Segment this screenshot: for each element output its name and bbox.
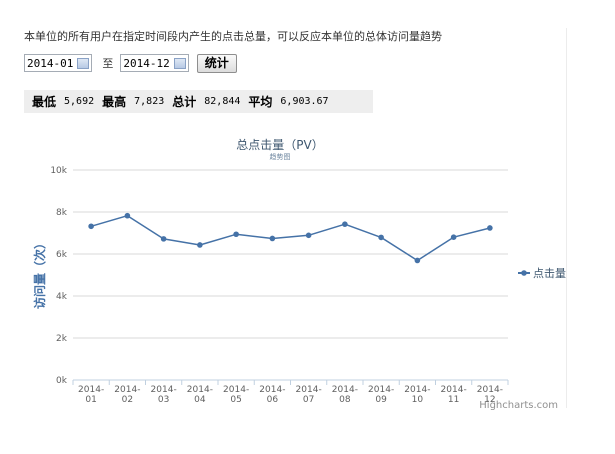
- calendar-icon[interactable]: [173, 57, 186, 69]
- x-tick-label: 2014-05: [223, 385, 249, 405]
- legend-marker-symbol: [521, 270, 527, 276]
- data-point-marker[interactable]: [342, 221, 348, 227]
- highcharts-credits[interactable]: Highcharts.com: [479, 400, 558, 411]
- series-line-path: [90, 214, 491, 262]
- stat-max-value: 7,823: [134, 96, 165, 107]
- y-axis-ticks: 0k 2k 4k 6k 8k 10k: [50, 166, 67, 386]
- data-point-marker[interactable]: [378, 234, 384, 241]
- legend-series-label: 点击量: [533, 267, 566, 280]
- y-tick-label: 0k: [56, 376, 68, 386]
- panel-divider: [566, 28, 567, 408]
- stat-min-label: 最低: [32, 95, 57, 109]
- date-range-separator: 至: [102, 57, 114, 70]
- x-tick-label: 2014-03: [151, 385, 177, 405]
- x-tick-label: 2014-02: [114, 385, 140, 405]
- stat-average-value: 6,903.67: [280, 96, 329, 107]
- data-point-marker[interactable]: [197, 242, 203, 248]
- stats-bar: 最低 5,692 最高 7,823 总计 82,844 平均 6,903.67: [24, 90, 373, 113]
- start-date-input[interactable]: 2014-01: [24, 54, 93, 72]
- y-tick-label: 4k: [56, 292, 68, 302]
- x-tick-label: 2014-06: [259, 385, 285, 405]
- data-point-marker[interactable]: [487, 225, 493, 231]
- x-tick-label: 2014-01: [78, 385, 104, 405]
- x-tick-label: 2014-08: [332, 385, 358, 405]
- series-line: [88, 212, 493, 264]
- calendar-icon[interactable]: [77, 57, 90, 69]
- stat-min-value: 5,692: [64, 96, 95, 107]
- x-axis: 2014-01 2014-02 2014-03 2014-04 2014-05 2014-…: [72, 379, 509, 405]
- x-tick-label: 2014-12: [477, 385, 503, 405]
- x-tick-label: 2014-11: [441, 385, 467, 405]
- stat-average-label: 平均: [248, 95, 273, 109]
- end-date-value: 2014-12: [123, 56, 170, 70]
- data-point-marker[interactable]: [160, 236, 167, 242]
- page-description: 本单位的所有用户在指定时间段内产生的点击总量，可以反应本单位的总体访问量趋势: [24, 30, 442, 43]
- date-filter: 2014-01 至 2014-12 统计: [24, 53, 237, 73]
- data-point-marker[interactable]: [414, 257, 421, 264]
- legend[interactable]: 点击量: [518, 267, 566, 280]
- y-tick-label: 2k: [56, 334, 68, 344]
- y-tick-label: 8k: [56, 208, 68, 218]
- statistics-button[interactable]: 统计: [196, 53, 237, 73]
- y-tick-label: 6k: [56, 250, 68, 260]
- x-tick-label: 2014-09: [368, 385, 394, 405]
- x-tick-label: 2014-10: [404, 385, 430, 405]
- end-date-input[interactable]: 2014-12: [120, 54, 189, 72]
- data-point-marker[interactable]: [88, 223, 94, 230]
- start-date-value: 2014-01: [27, 56, 74, 70]
- stat-max-label: 最高: [102, 95, 127, 109]
- x-tick-label: 2014-04: [187, 385, 213, 405]
- data-point-marker[interactable]: [450, 234, 457, 240]
- chart-subtitle: 趋势图: [270, 152, 291, 161]
- data-point-marker[interactable]: [233, 231, 239, 238]
- y-axis-title: 访问量（次）: [32, 237, 47, 309]
- stat-total-value: 82,844: [204, 96, 241, 107]
- data-point-marker[interactable]: [124, 212, 131, 219]
- data-point-marker[interactable]: [269, 235, 276, 242]
- data-point-marker[interactable]: [305, 232, 312, 239]
- chart-title: 总点击量（PV）: [236, 138, 323, 152]
- x-tick-label: 2014-07: [296, 385, 322, 405]
- grid-lines: [73, 169, 508, 339]
- stat-total-label: 总计: [172, 95, 197, 109]
- y-tick-label: 10k: [50, 166, 67, 176]
